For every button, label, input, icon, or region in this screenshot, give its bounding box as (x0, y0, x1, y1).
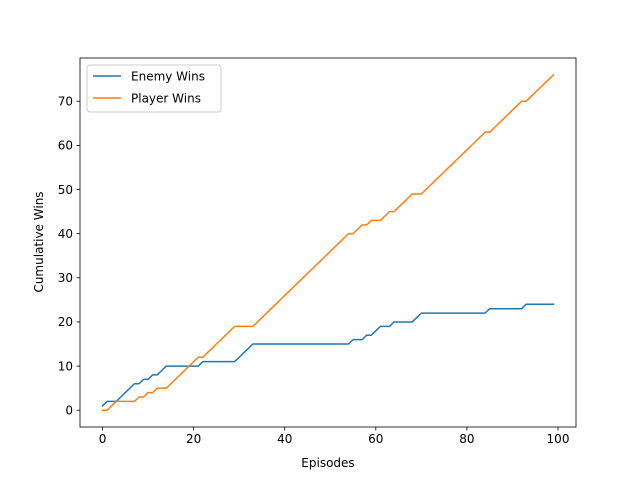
x-tick-label: 100 (547, 432, 570, 446)
legend: Enemy Wins Player Wins (86, 64, 222, 113)
y-tick-label: 30 (58, 271, 73, 285)
x-tick-label: 60 (368, 432, 383, 446)
y-tick-label: 40 (58, 227, 73, 241)
y-axis-label: Cumulative Wins (32, 191, 46, 292)
y-tick-label: 60 (58, 139, 73, 153)
y-tick-label: 70 (58, 95, 73, 109)
legend-label-1: Player Wins (131, 92, 201, 106)
series-line-1 (101, 73, 555, 411)
plot-frame (79, 57, 577, 428)
x-tick-label: 80 (459, 432, 474, 446)
axes-layer: 0 20 40 60 80 100 0 10 20 30 40 50 60 70 (58, 57, 577, 446)
y-tick-label: 20 (58, 315, 73, 329)
x-tick-label: 0 (99, 432, 107, 446)
x-tick-label: 20 (186, 432, 201, 446)
series-layer (101, 73, 555, 411)
series-line-0 (101, 303, 555, 407)
y-tick-label: 10 (58, 359, 73, 373)
legend-label-0: Enemy Wins (131, 70, 205, 84)
y-tick-label: 0 (65, 404, 73, 418)
y-tick-label: 50 (58, 183, 73, 197)
x-tick-label: 40 (277, 432, 292, 446)
x-axis-label: Episodes (301, 456, 354, 470)
